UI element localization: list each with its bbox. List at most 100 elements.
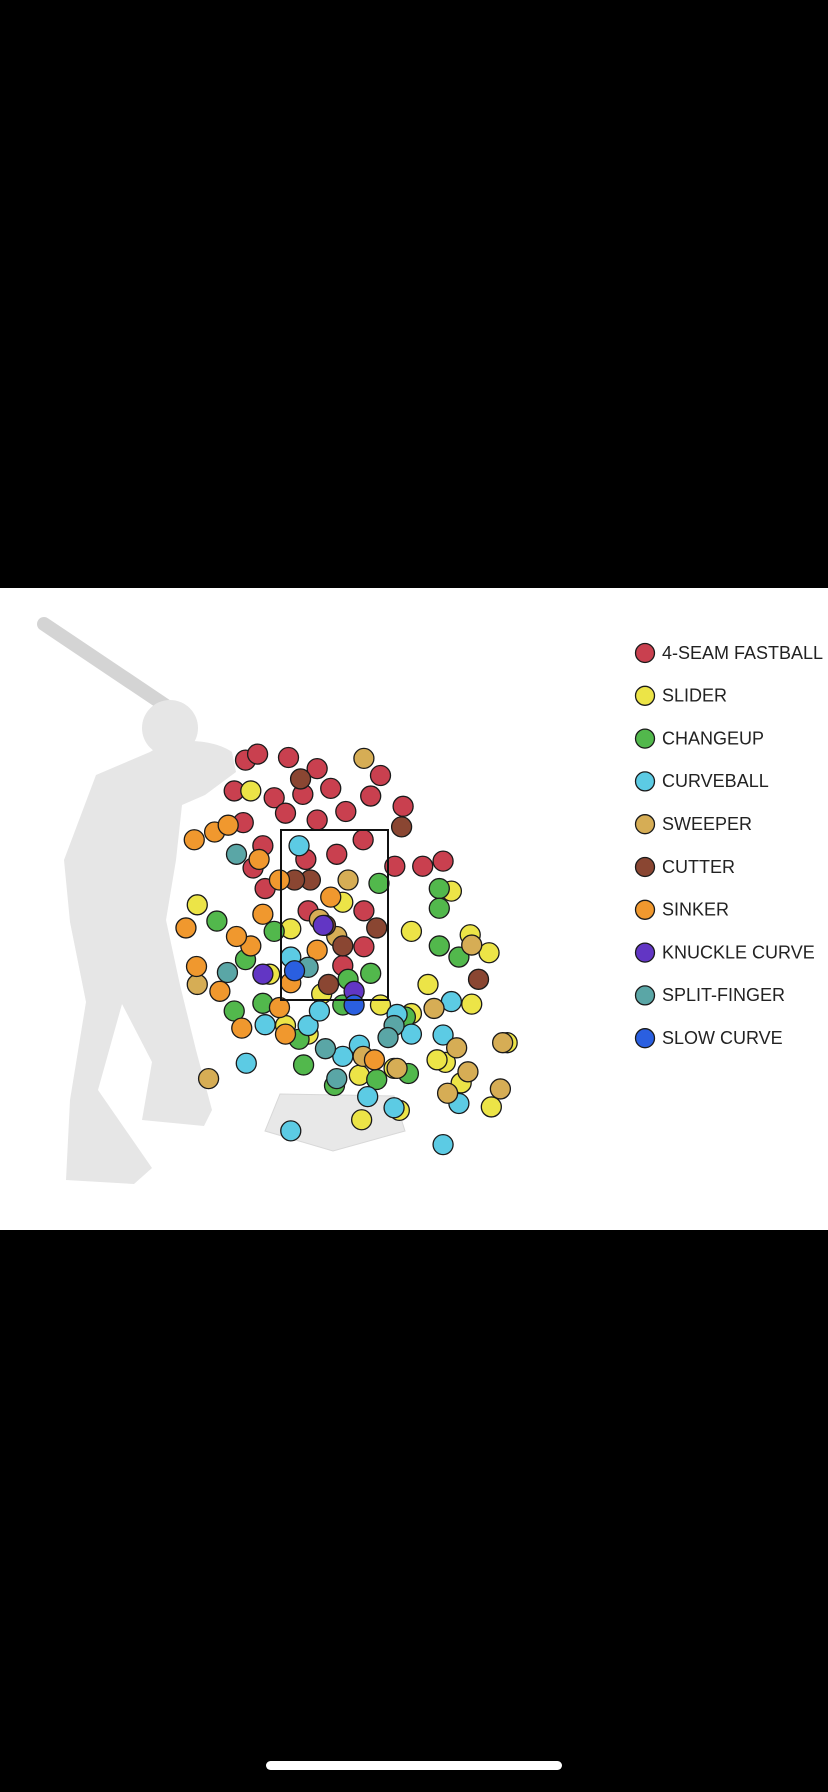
pitch-point <box>263 920 285 943</box>
legend-swatch <box>634 728 656 749</box>
pitch-point <box>312 914 334 937</box>
legend-swatch <box>634 899 656 920</box>
pitch-point <box>268 869 291 891</box>
pitch-point <box>352 829 374 851</box>
pitch-point <box>353 936 375 958</box>
pitch-point <box>366 917 388 939</box>
pitch-point <box>392 795 414 817</box>
legend-label: SLOW CURVE <box>662 1028 783 1048</box>
pitch-point <box>283 960 306 982</box>
pitch-point <box>353 747 375 770</box>
pitch-point <box>384 855 406 877</box>
pitch-point <box>461 993 483 1015</box>
pitch-point <box>360 962 382 984</box>
pitch-point <box>417 973 439 996</box>
pitch-point <box>432 1133 454 1156</box>
pitch-point <box>350 1109 373 1131</box>
legend-label: KNUCKLE CURVE <box>662 942 815 962</box>
pitch-point <box>175 917 197 939</box>
pitch-point <box>400 920 423 943</box>
pitch-point <box>457 1061 479 1083</box>
pitch-point <box>445 1037 468 1059</box>
legend-label: SPLIT-FINGER <box>662 985 785 1005</box>
pitch-point <box>197 1068 220 1090</box>
pitch-point <box>240 780 262 802</box>
pitch-point <box>217 814 239 836</box>
pitch-point <box>348 1064 371 1086</box>
pitch-point <box>326 843 348 865</box>
legend-label: CURVEBALL <box>662 771 769 791</box>
home-indicator <box>266 1761 562 1770</box>
pitch-point <box>412 855 434 877</box>
pitch-point <box>268 996 291 1019</box>
pitch-point <box>428 897 450 919</box>
pitch-point <box>432 850 454 872</box>
pitch-point <box>489 1078 512 1100</box>
pitch-point <box>320 777 342 799</box>
pitch-point <box>461 934 483 956</box>
pitch-point <box>292 1054 315 1076</box>
pitch-point <box>386 1057 408 1080</box>
pitch-point <box>252 963 274 985</box>
pitch-point <box>360 785 382 807</box>
pitch-point <box>306 758 328 780</box>
pitch-point <box>306 809 328 831</box>
legend-label: CUTTER <box>662 857 735 877</box>
pitch-points <box>175 743 518 1156</box>
pitch-point <box>377 1026 399 1049</box>
pitch-point <box>326 1068 348 1090</box>
pitch-point <box>400 1023 423 1045</box>
batter-body <box>64 741 236 1184</box>
pitch-point <box>225 843 248 865</box>
pitch-point <box>306 939 328 961</box>
pitch-point <box>248 848 270 871</box>
pitch-point <box>467 968 490 990</box>
legend-swatch <box>634 771 656 792</box>
pitch-point <box>246 743 269 765</box>
pitch-point <box>185 955 208 978</box>
pitch-point <box>426 1049 448 1071</box>
pitch-point <box>206 910 228 932</box>
legend-label: CHANGEUP <box>662 728 764 748</box>
pitch-point <box>332 935 354 957</box>
pitch-point <box>428 935 450 957</box>
pitch-point <box>423 997 445 1020</box>
legend-swatch <box>634 814 656 835</box>
pitch-point <box>436 1082 459 1104</box>
pitch-point <box>280 1120 302 1142</box>
pitch-point <box>432 1024 454 1046</box>
pitch-point <box>353 900 375 922</box>
pitch-point <box>288 835 310 857</box>
pitch-point <box>308 1000 331 1022</box>
pitch-point <box>263 787 285 809</box>
pitch-point <box>274 802 297 824</box>
pitch-point <box>491 1032 514 1054</box>
pitch-point <box>254 1014 276 1036</box>
pitch-point <box>235 1052 257 1074</box>
pitch-point <box>390 816 413 838</box>
pitch-point <box>314 1038 337 1060</box>
legend-label: 4-SEAM FASTBALL <box>662 643 823 663</box>
legend-swatch <box>634 1028 656 1049</box>
pitch-point <box>289 768 312 790</box>
pitch-point <box>252 903 274 925</box>
pitch-point <box>337 869 359 891</box>
pitch-point <box>480 1096 502 1118</box>
legend-label: SWEEPER <box>662 814 752 834</box>
legend-swatch <box>634 856 656 878</box>
pitch-point <box>186 894 208 916</box>
pitch-point <box>383 1097 405 1119</box>
legend: 4-SEAM FASTBALL SLIDER CHANGEUP CURVEBALL SW… <box>634 642 823 1049</box>
pitch-point <box>320 886 342 908</box>
pitch-point <box>297 1014 319 1037</box>
strike-zone <box>280 829 389 1001</box>
legend-swatch <box>634 642 656 664</box>
pitch-point <box>335 800 357 823</box>
pitch-point <box>369 764 392 787</box>
pitch-point <box>277 746 300 769</box>
legend-label: SLIDER <box>662 686 727 706</box>
pitch-point <box>231 1017 253 1039</box>
legend-label: SINKER <box>662 900 729 920</box>
legend-swatch <box>634 942 656 963</box>
